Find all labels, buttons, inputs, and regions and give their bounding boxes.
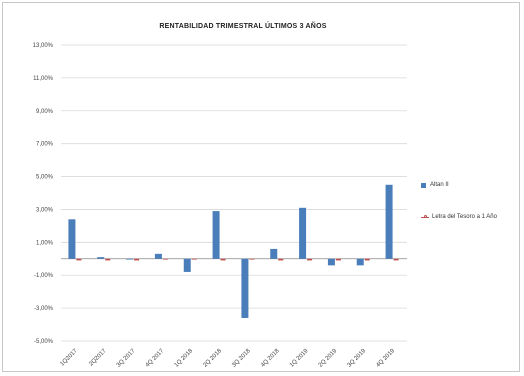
y-tick-label: -1,00% — [34, 273, 54, 279]
x-tick-label: 4Q 2019 — [375, 348, 396, 369]
bar-series-1 — [97, 257, 105, 259]
bar-series-2 — [105, 258, 111, 261]
gridlines — [61, 44, 407, 342]
legend-swatch-line — [421, 215, 429, 220]
bar-series-2 — [162, 258, 168, 260]
bar-series-1 — [154, 253, 162, 259]
bar-series-1 — [270, 248, 278, 259]
legend-item-series-1: Altan II — [421, 169, 497, 201]
bar-chart: 13,00% 11,00% 9,00% 7,00% 5,00% 3,00% 1,00% -1,… — [33, 43, 407, 369]
legend-item-series-2: Letra del Tesoro a 1 Año — [421, 201, 497, 233]
bar-series-2 — [335, 258, 341, 261]
y-tick-label: 7,00% — [36, 142, 54, 148]
bar-series-2 — [364, 258, 370, 261]
chart-frame: RENTABILIDAD TRIMESTRAL ÚLTIMOS 3 AÑOS 1… — [2, 2, 520, 372]
bar-series-1 — [68, 219, 76, 259]
y-tick-label: 1,00% — [36, 240, 54, 246]
y-tick-label: -3,00% — [34, 306, 54, 312]
x-tick-label: 1Q2017 — [59, 348, 79, 368]
bar-series-2 — [134, 258, 140, 261]
bar-series-1 — [299, 207, 307, 259]
x-tick-label: 3Q 2017 — [116, 348, 137, 369]
bar-series-2 — [220, 258, 226, 261]
y-tick-label: 13,00% — [33, 43, 54, 49]
bar-series-2 — [249, 258, 255, 260]
bar-series-1 — [126, 258, 134, 260]
x-tick-label: 2Q 2019 — [318, 348, 339, 369]
y-tick-label: 5,00% — [36, 175, 54, 181]
chart-title: RENTABILIDAD TRIMESTRAL ÚLTIMOS 3 AÑOS — [159, 23, 327, 30]
y-tick-label: 11,00% — [33, 76, 54, 82]
x-tick-label: 3Q 2018 — [231, 348, 252, 369]
y-tick-label: 3,00% — [36, 207, 54, 213]
bar-series-1 — [356, 258, 364, 266]
legend-label-series-1: Altan II — [430, 182, 449, 188]
legend-label-series-2: Letra del Tesoro a 1 Año — [432, 214, 497, 220]
bar-series-2 — [191, 258, 197, 260]
legend: Altan II Letra del Tesoro a 1 Año — [421, 169, 497, 233]
bar-series-1 — [241, 258, 249, 318]
x-tick-label: 1Q 2018 — [174, 348, 195, 369]
legend-swatch-bar — [421, 182, 426, 188]
x-tick-label: 1Q 2019 — [289, 348, 310, 369]
bar-series-1 — [385, 184, 393, 259]
x-tick-label: 3Q 2019 — [347, 348, 368, 369]
y-tick-labels: 13,00% 11,00% 9,00% 7,00% 5,00% 3,00% 1,00% -1,… — [33, 43, 54, 345]
bar-series-2 — [307, 258, 313, 261]
x-tick-label: 2Q2017 — [88, 348, 108, 368]
bar-series-1 — [212, 211, 220, 259]
x-tick-label: 2Q 2018 — [202, 348, 223, 369]
y-tick-label: 9,00% — [36, 109, 54, 115]
bar-series-2 — [393, 258, 399, 261]
bar-series-1 — [183, 258, 191, 272]
x-tick-label: 4Q 2017 — [145, 348, 166, 369]
x-tick-labels: 1Q2017 2Q2017 3Q 2017 4Q 2017 1Q 2018 2Q 2018… — [59, 348, 396, 369]
bars — [68, 184, 399, 318]
bar-series-1 — [327, 258, 335, 266]
bar-series-2 — [76, 258, 82, 261]
bar-series-2 — [278, 258, 284, 261]
y-tick-label: -5,00% — [34, 339, 54, 345]
x-tick-label: 4Q 2018 — [260, 348, 281, 369]
